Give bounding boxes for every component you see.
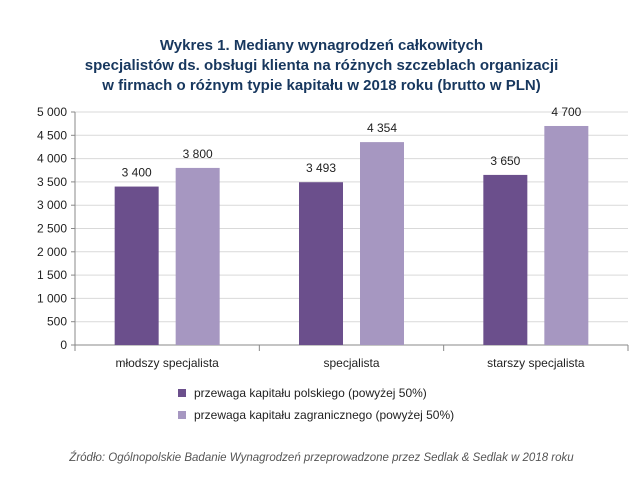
y-tick-label: 2 500 [37,222,67,236]
legend-swatch-polish-capital [178,389,186,397]
bar-foreign-capital [360,142,404,345]
y-tick-label: 500 [47,315,67,329]
source-note: Źródło: Ogólnopolskie Badanie Wynagrodze… [69,452,574,464]
legend-label-foreign-capital: przewaga kapitału zagranicznego (powyżej… [194,408,455,422]
y-tick-label: 4 000 [37,152,67,166]
data-label: 3 650 [490,154,520,168]
x-tick-label: starszy specjalista [487,356,585,370]
y-tick-label: 0 [60,338,67,352]
x-tick-label: specjalista [323,356,379,370]
chart-title-line-1: Wykres 1. Mediany wynagrodzeń całkowityc… [159,37,484,54]
legend-item-foreign-capital: przewaga kapitału zagranicznego (powyżej… [178,404,454,426]
chart-title: Wykres 1. Mediany wynagrodzeń całkowityc… [0,36,643,96]
y-tick-label: 1 000 [37,291,67,305]
legend-swatch-foreign-capital [178,411,186,419]
y-tick-label: 1 500 [37,268,67,282]
bar-polish-capital [483,174,528,345]
y-tick-label: 4 500 [37,128,67,142]
data-label: 3 800 [183,147,213,161]
bar-polish-capital [299,182,343,345]
y-tick-label: 2 000 [37,245,67,259]
y-tick-label: 5 000 [37,105,67,119]
bar-foreign-capital [544,125,589,345]
data-label: 4 354 [367,121,397,135]
legend: przewaga kapitału polskiego (powyżej 50%… [178,382,454,426]
data-label: 3 400 [122,166,152,180]
bar-polish-capital [114,186,159,345]
data-label: 3 493 [306,161,336,175]
y-tick-label: 3 000 [37,198,67,212]
chart-title-line-3: w firmach o różnym typie kapitału w 2018… [102,77,541,94]
chart-title-line-2: specjalistów ds. obsługi klienta na różn… [84,57,559,74]
legend-item-polish-capital: przewaga kapitału polskiego (powyżej 50%… [178,382,454,404]
x-tick-label: młodszy specjalista [115,356,219,370]
y-tick-label: 3 500 [37,175,67,189]
data-label: 4 700 [551,105,581,119]
bar-foreign-capital [175,167,220,345]
legend-label-polish-capital: przewaga kapitału polskiego (powyżej 50%… [194,386,427,400]
